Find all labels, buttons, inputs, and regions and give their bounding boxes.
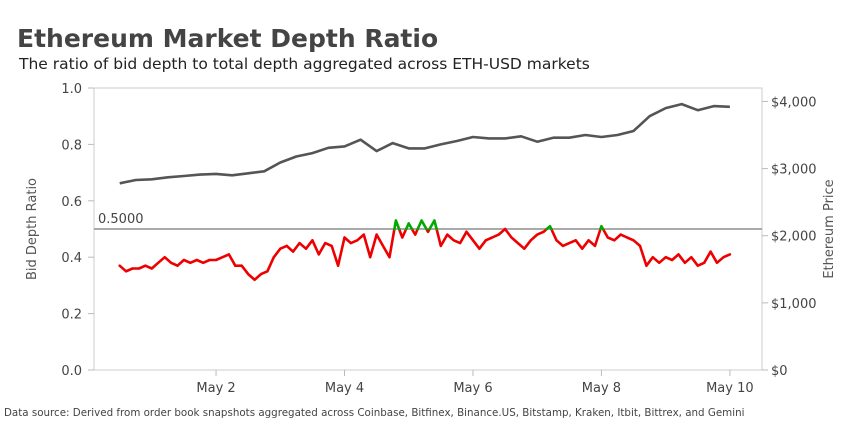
x-axis-ticks: May 2 May 4 May 6 May 8 May 10 xyxy=(196,370,754,396)
left-tick-label: 1.0 xyxy=(61,82,82,97)
left-tick-label: 0.8 xyxy=(61,138,82,153)
series-layer xyxy=(118,102,732,282)
right-axis-ticks: $0 $1,000 $2,000 $3,000 $4,000 xyxy=(762,95,817,379)
x-tick-label: May 10 xyxy=(706,381,754,396)
right-tick-label: $4,000 xyxy=(771,95,817,110)
ratio-line-above-threshold xyxy=(393,219,605,231)
price-line xyxy=(119,102,730,185)
chart-subtitle: The ratio of bid depth to total depth ag… xyxy=(18,55,590,73)
data-source-note: Data source: Derived from order book sna… xyxy=(4,407,744,419)
left-tick-label: 0.2 xyxy=(61,308,82,323)
ratio-line-below-threshold xyxy=(118,227,732,282)
right-tick-label: $0 xyxy=(771,364,788,379)
left-axis-label: Bid Depth Ratio xyxy=(25,178,40,280)
left-tick-label: 0.0 xyxy=(61,364,82,379)
left-axis-ticks: 0.0 0.2 0.4 0.6 0.8 1.0 xyxy=(61,82,94,379)
reference-line-label: 0.5000 xyxy=(98,212,144,227)
right-tick-label: $3,000 xyxy=(771,163,817,178)
x-tick-label: May 4 xyxy=(325,381,364,396)
x-tick-label: May 6 xyxy=(453,381,492,396)
right-tick-label: $2,000 xyxy=(771,230,817,245)
x-tick-label: May 2 xyxy=(196,381,235,396)
x-tick-label: May 8 xyxy=(582,381,621,396)
left-tick-label: 0.4 xyxy=(61,251,82,266)
right-axis-label: Ethereum Price xyxy=(822,179,837,278)
left-tick-label: 0.6 xyxy=(61,195,82,210)
right-tick-label: $1,000 xyxy=(771,297,817,312)
chart-title: Ethereum Market Depth Ratio xyxy=(17,24,438,53)
